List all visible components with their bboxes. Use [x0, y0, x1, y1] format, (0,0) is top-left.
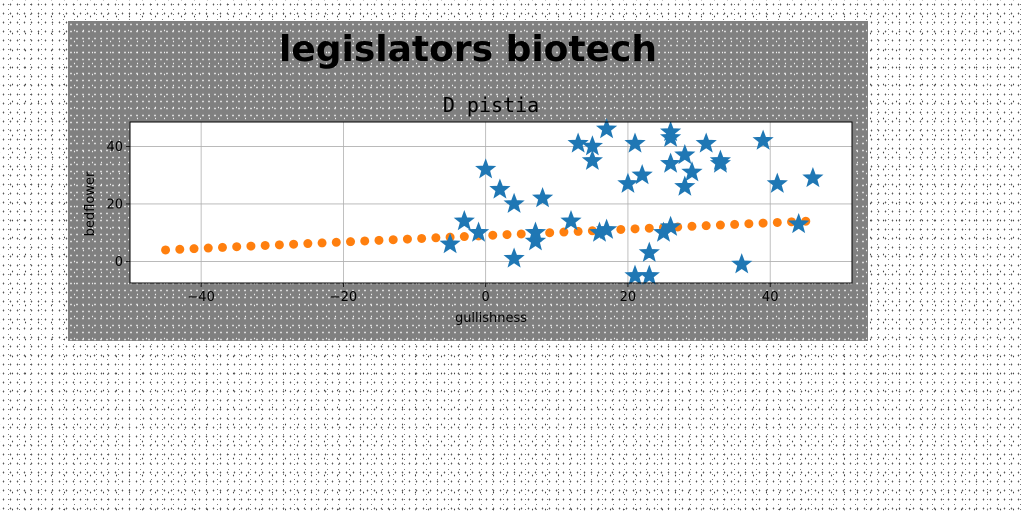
star-point — [695, 132, 717, 153]
orange-point — [431, 233, 441, 243]
orange-point — [715, 220, 725, 230]
orange-point — [772, 217, 782, 227]
orange-point — [701, 221, 711, 231]
axis-ticks: −40 −20 0 20 40 0 20 40 — [106, 140, 778, 305]
orange-point — [246, 241, 256, 251]
orange-point — [687, 221, 697, 231]
orange-point — [417, 233, 427, 243]
star-point — [660, 215, 682, 236]
star-point — [674, 143, 696, 165]
series-layer — [161, 118, 824, 285]
orange-point — [317, 238, 327, 248]
star-point — [731, 253, 753, 274]
star-point — [660, 126, 682, 147]
orange-point — [374, 235, 384, 245]
y-axis-label: bedflower — [83, 171, 98, 236]
grid — [130, 122, 852, 283]
chart-suptitle: legislators biotech — [279, 29, 657, 70]
orange-point — [488, 230, 498, 240]
orange-point — [559, 227, 569, 237]
orange-point — [232, 242, 242, 252]
star-point — [638, 264, 660, 285]
star-point — [532, 187, 554, 208]
star-point — [660, 120, 682, 142]
orange-point — [274, 240, 284, 250]
star-point — [624, 132, 646, 153]
orange-point — [346, 237, 356, 247]
figure: legislators biotech D pistia −40 −20 0 20 40… — [68, 21, 868, 341]
orange-point — [573, 226, 583, 236]
orange-point — [459, 232, 469, 242]
star-point — [581, 149, 603, 170]
orange-point — [402, 234, 412, 244]
star-point — [467, 221, 490, 242]
orange-point — [644, 223, 654, 233]
star-point — [503, 247, 525, 268]
orange-point — [203, 243, 213, 253]
orange-point — [189, 244, 199, 254]
y-tick-label: 40 — [106, 140, 123, 155]
star-point — [524, 221, 547, 242]
y-tick-label: 0 — [115, 255, 123, 270]
x-tick-label: −20 — [330, 290, 357, 305]
orange-point — [360, 236, 370, 246]
star-point — [581, 135, 603, 156]
x-axis-label: gullishness — [455, 311, 527, 326]
x-tick-label: 0 — [482, 290, 490, 305]
star-point — [489, 178, 511, 199]
star-point — [638, 241, 660, 262]
plot-area — [129, 121, 853, 284]
orange-point — [303, 239, 313, 249]
plot-frame — [129, 121, 853, 284]
star-point — [660, 152, 682, 173]
orange-point — [730, 219, 740, 229]
star-point — [752, 129, 774, 150]
orange-point — [758, 218, 768, 228]
orange-point — [217, 242, 227, 252]
orange-point — [289, 239, 299, 249]
star-point — [596, 218, 618, 239]
x-tick-label: 20 — [620, 290, 637, 305]
y-tick-label: 20 — [106, 197, 123, 212]
chart-title: D pistia — [443, 93, 539, 117]
star-point — [453, 210, 475, 231]
star-point — [674, 175, 696, 196]
orange-point — [545, 228, 555, 238]
orange-point — [616, 224, 626, 234]
orange-point — [388, 235, 398, 245]
orange-point — [516, 229, 526, 239]
star-point — [617, 172, 639, 193]
star-point — [709, 149, 731, 170]
orange-point — [744, 219, 754, 229]
scatter-chart: legislators biotech D pistia −40 −20 0 20 40… — [83, 29, 853, 326]
star-point — [567, 132, 589, 153]
orange-point — [630, 224, 640, 234]
star-point — [681, 161, 703, 182]
star-point — [439, 233, 461, 254]
star-point — [766, 172, 788, 193]
x-tick-label: −40 — [187, 290, 214, 305]
x-tick-label: 40 — [762, 290, 779, 305]
orange-point — [260, 240, 270, 250]
star-point — [596, 118, 618, 139]
star-point — [524, 230, 547, 251]
orange-point — [161, 245, 171, 255]
orange-point — [331, 237, 341, 247]
star-point — [802, 166, 824, 188]
orange-point — [175, 244, 185, 254]
orange-point — [502, 230, 512, 240]
star-point — [788, 212, 810, 234]
star-point — [560, 210, 582, 231]
star-point — [503, 192, 525, 213]
star-point — [475, 158, 497, 179]
star-point — [631, 164, 653, 185]
